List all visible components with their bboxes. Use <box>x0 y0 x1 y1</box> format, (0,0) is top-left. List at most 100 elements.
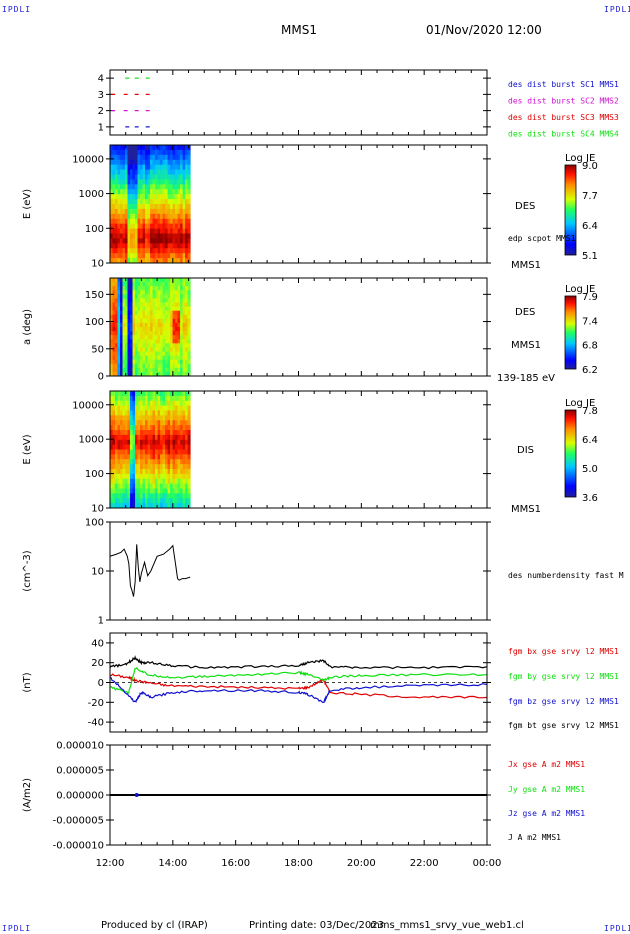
spectrogram-cell <box>147 459 151 465</box>
panel-5-frame <box>109 521 488 621</box>
spectrogram-cell <box>120 478 124 485</box>
spectrogram-cell <box>152 278 156 283</box>
spectrogram-cell <box>117 314 121 320</box>
spectrogram-cell <box>142 233 146 239</box>
spectrogram-cell <box>175 208 179 215</box>
spectrogram-cell <box>132 363 136 369</box>
spectrogram-cell <box>182 290 186 295</box>
spectrogram-cell <box>137 169 141 175</box>
spectrogram-cell <box>160 410 164 416</box>
spectrogram-cell <box>155 194 159 200</box>
spectrogram-cell <box>125 318 129 324</box>
spectrogram-cell <box>182 318 186 324</box>
spectrogram-cell <box>172 488 176 494</box>
spectrogram-cell <box>140 339 144 344</box>
spectrogram-cell <box>182 322 186 328</box>
spectrogram-cell <box>145 355 149 361</box>
spectrogram-cell <box>152 208 156 215</box>
spectrogram-cell <box>145 208 149 215</box>
spectrogram-cell <box>125 298 129 303</box>
spectrogram-cell <box>120 483 124 489</box>
spectrogram-cell <box>117 194 121 200</box>
spectrogram-cell <box>180 355 184 361</box>
spectrogram-cell <box>185 253 189 259</box>
spectrogram-cell <box>162 208 166 215</box>
spectrogram-cell <box>122 179 126 185</box>
spectrogram-cell <box>125 294 129 299</box>
spectrogram-cell <box>130 149 134 156</box>
spectrogram-cell <box>155 363 159 369</box>
field-series-line-4 <box>109 655 488 670</box>
spectrogram-cell <box>150 179 154 185</box>
spectrogram-cell <box>142 363 146 369</box>
spectrogram-cell <box>147 415 151 421</box>
spectrogram-cell <box>125 335 129 340</box>
spectrogram-cell <box>122 174 126 180</box>
spectrogram-cell <box>157 363 161 369</box>
spectrogram-cell <box>127 327 131 332</box>
spectrogram-cell <box>160 459 164 465</box>
spectrogram-cell <box>160 290 164 295</box>
spectrogram-cell <box>172 204 176 210</box>
spectrogram-cell <box>142 343 146 348</box>
spectrogram-cell <box>167 327 171 332</box>
spectrogram-cell <box>112 282 116 287</box>
spectrogram-cell <box>175 228 179 234</box>
spectrogram-cell <box>160 339 164 344</box>
spectrogram-cell <box>125 253 129 259</box>
spectrogram-cell <box>147 347 151 352</box>
spectrogram-cell <box>157 294 161 299</box>
spectrogram-cell <box>167 310 171 316</box>
spectrogram-cell <box>130 204 134 210</box>
spectrogram-cell <box>142 213 146 220</box>
spectrogram-cell <box>147 391 151 397</box>
spectrogram-cell <box>170 282 174 287</box>
spectrogram-cell <box>167 253 171 259</box>
spectrogram-cell <box>157 335 161 340</box>
spectrogram-cell <box>160 473 164 480</box>
spectrogram-cell <box>157 228 161 234</box>
spectrogram-cell <box>130 420 134 426</box>
spectrogram-cell <box>150 425 154 431</box>
spectrogram-cell <box>145 473 149 480</box>
spectrogram-cell <box>137 145 141 151</box>
spectrogram-cell <box>142 493 146 499</box>
spectrogram-cell <box>182 189 186 195</box>
spectrogram-cell <box>137 331 141 336</box>
spectrogram-cell <box>120 434 124 441</box>
spectrogram-cell <box>142 478 146 485</box>
spectrogram-cell <box>115 459 119 465</box>
spectrogram-cell <box>162 347 166 352</box>
spectrogram-cell <box>172 415 176 421</box>
spectrogram-cell <box>115 430 119 436</box>
spectrogram-cell <box>125 391 129 397</box>
spectrogram-cell <box>185 420 189 426</box>
spectrogram-cell <box>115 228 119 234</box>
spectrogram-cell <box>180 359 184 365</box>
spectrogram-cell <box>122 189 126 195</box>
panel-3-y-tick-label: 0 <box>98 372 104 383</box>
spectrogram-cell <box>120 298 124 303</box>
spectrogram-cell <box>150 493 154 499</box>
spectrogram-cell <box>127 218 131 225</box>
spectrogram-cell <box>185 425 189 431</box>
spectrogram-cell <box>155 439 159 446</box>
spectrogram-cell <box>120 459 124 465</box>
spectrogram-cell <box>162 298 166 303</box>
spectrogram-cell <box>117 208 121 215</box>
spectrogram-cell <box>170 194 174 200</box>
spectrogram-cell <box>127 169 131 175</box>
spectrogram-cell <box>162 367 166 373</box>
spectrogram-cell <box>145 327 149 332</box>
spectrogram-cell <box>115 199 119 205</box>
spectrogram-cell <box>140 473 144 480</box>
spectrogram-cell <box>137 400 141 407</box>
spectrogram-cell <box>150 363 154 369</box>
spectrogram-cell <box>170 204 174 210</box>
spectrogram-cell <box>112 164 116 171</box>
spectrogram-cell <box>187 498 191 504</box>
spectrogram-cell <box>185 454 189 460</box>
spectrogram-cell <box>127 253 131 259</box>
spectrogram-cell <box>185 298 189 303</box>
panel-2-right-label: edp scpot MMS1 <box>508 234 576 243</box>
